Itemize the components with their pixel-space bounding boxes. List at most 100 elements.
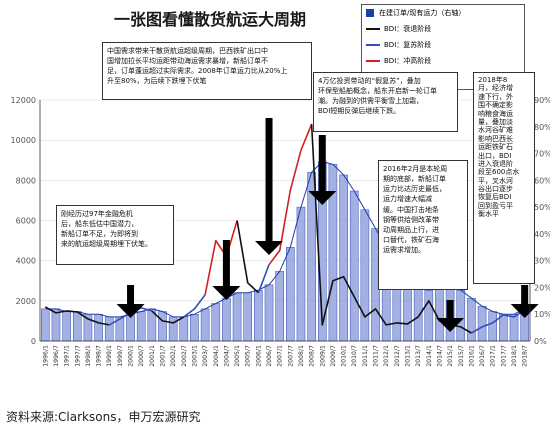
bar <box>94 313 103 342</box>
x-tick-label: 2017/1 <box>490 345 497 367</box>
x-tick-label: 2008/1 <box>298 345 305 367</box>
x-tick-label: 2002/1 <box>170 345 177 367</box>
arrow-icon <box>212 240 241 300</box>
bar <box>243 292 253 342</box>
legend-swatch-recession <box>366 28 380 30</box>
legend-swatch-boom <box>366 60 380 62</box>
bar <box>467 297 476 342</box>
x-tick-label: 2004/1 <box>213 345 220 367</box>
y-left-tick-label: 6000 <box>16 217 36 226</box>
x-tick-label: 2009/1 <box>319 345 326 367</box>
y-right-tick-label: 0% <box>534 337 547 346</box>
bar <box>136 311 146 342</box>
annotation-1997: 刚经历过97年金融危机 后，船东低估中国潜力， 新船订单不足，为即将到 来的航运… <box>56 205 174 265</box>
x-tick-label: 2012/7 <box>394 345 401 367</box>
bar <box>41 308 50 342</box>
x-tick-label: 2011/7 <box>373 345 380 367</box>
arrow-icon <box>308 135 337 205</box>
y-left-tick-label: 10000 <box>11 136 36 145</box>
x-tick-label: 2017/7 <box>500 345 507 367</box>
y-right-tick-label: 10% <box>534 310 550 319</box>
bar <box>126 313 135 342</box>
x-tick-label: 2008/7 <box>309 345 316 367</box>
chart-title: 一张图看懂散货航运大周期 <box>113 10 306 29</box>
arrow-icon <box>436 300 465 332</box>
bar <box>360 209 370 342</box>
x-tick-label: 1996/7 <box>53 345 60 367</box>
x-tick-label: 1996/1 <box>42 345 49 367</box>
bar <box>104 316 114 342</box>
annotation-2018: 2018年8 月，经济增 速下行，外 围不确定影 响粮食海运 量，叠加淡 水河谷… <box>473 72 535 284</box>
x-tick-label: 2016/7 <box>479 345 486 367</box>
x-tick-label: 2015/7 <box>458 345 465 367</box>
arrow-annotations <box>116 118 539 332</box>
x-tick-label: 2007/7 <box>287 345 294 367</box>
x-tick-label: 2003/1 <box>191 345 198 367</box>
x-tick-label: 2009/7 <box>330 345 337 367</box>
x-tick-label: 2004/7 <box>223 345 230 367</box>
x-tick-label: 2006/7 <box>266 345 273 367</box>
y-left-tick-label: 12000 <box>11 96 36 105</box>
x-tick-label: 2012/1 <box>383 345 390 367</box>
x-tick-label: 2001/7 <box>160 345 167 367</box>
x-tick-label: 2001/1 <box>149 345 156 367</box>
y-left-tick-label: 2000 <box>16 297 36 306</box>
x-tick-label: 1998/7 <box>96 345 103 367</box>
x-tick-label: 2005/7 <box>245 345 252 367</box>
arrow-icon <box>255 118 284 255</box>
legend-item-boom: BDI：冲高阶段 <box>362 53 524 69</box>
x-tick-label: 1997/7 <box>74 345 81 367</box>
y-right-tick-label: 70% <box>534 150 550 159</box>
bar <box>211 303 221 342</box>
bdi-line-segment <box>204 220 238 295</box>
x-tick-label: 2000/7 <box>138 345 145 367</box>
bar <box>413 287 423 342</box>
arrow-icon <box>116 285 145 318</box>
x-tick-label: 1999/7 <box>117 345 124 367</box>
y-left-tick-label: 4000 <box>16 257 36 266</box>
x-tick-label: 2016/1 <box>468 345 475 367</box>
axes: 0 2000 4000 6000 8000 10000 12000 0% 10% 20% 30% 40… <box>11 96 550 367</box>
annotation-2003: 中国需求带来干散货航运超级周期，巴西铁矿出口中 国增加拉长平均运距带动海运需求暴… <box>102 42 312 100</box>
bar <box>232 292 242 342</box>
y-left-tick-label: 0 <box>31 337 36 346</box>
bar <box>158 311 167 342</box>
bar <box>328 164 338 342</box>
bar <box>488 311 498 342</box>
x-tick-label: 2005/1 <box>234 345 241 367</box>
x-tick-label: 2018/1 <box>511 345 518 367</box>
x-tick-label: 2003/7 <box>202 345 209 367</box>
legend-label-recovery: BDI：复苏阶段 <box>384 40 432 49</box>
y-right-tick-label: 50% <box>534 203 550 212</box>
y-right-tick-label: 20% <box>534 283 550 292</box>
x-tick-label: 1998/1 <box>85 345 92 367</box>
bar <box>296 206 306 342</box>
bdi-line-segment <box>183 294 206 318</box>
bar <box>200 308 210 342</box>
bar <box>275 271 284 342</box>
legend-label-orders: 在建订单/现有运力（右轴） <box>379 8 466 17</box>
bar <box>72 311 82 342</box>
x-tick-label: 2013/7 <box>415 345 422 367</box>
x-tick-label: 2011/1 <box>362 345 369 367</box>
bar <box>254 289 263 342</box>
x-tick-label: 2015/1 <box>447 345 454 367</box>
bdi-line-segment <box>471 309 526 334</box>
legend-label-boom: BDI：冲高阶段 <box>384 56 432 65</box>
bar <box>264 284 274 342</box>
bdi-line-segment <box>268 123 313 266</box>
bar <box>509 313 519 342</box>
bdi-line-segment <box>257 264 270 294</box>
bar <box>286 247 295 342</box>
legend-item-recession: BDI：衰退阶段 <box>362 21 524 37</box>
x-tick-label: 2002/7 <box>181 345 188 367</box>
bar <box>499 313 508 342</box>
arrow-icon <box>510 285 539 318</box>
y-right-tick-label: 40% <box>534 230 550 239</box>
bar <box>190 313 199 342</box>
y-left-tick-label: 8000 <box>16 176 36 185</box>
x-tick-label: 2007/1 <box>277 345 284 367</box>
bar <box>62 311 71 342</box>
annotation-2008: 4万亿投资带动的“假复苏”，叠加 环保型船舶概念，船东开启新一轮订单 潮。为融到… <box>313 72 458 132</box>
